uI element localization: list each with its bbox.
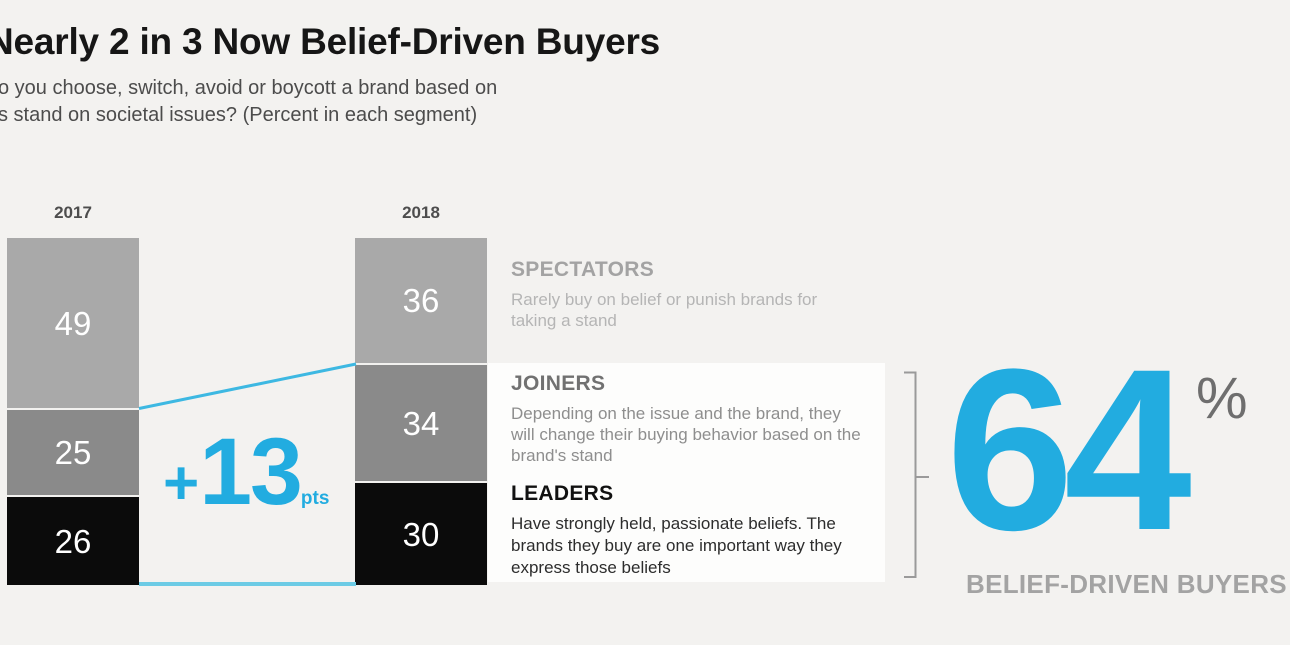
legend-description-joiners: Depending on the issue and the brand, th… <box>511 404 861 465</box>
segment-value-joiners-2017: 25 <box>54 434 92 471</box>
belief-driven-bracket <box>904 371 929 578</box>
legend-panel-background <box>488 363 885 582</box>
bar-segment-leaders-2017: 26 <box>7 495 139 585</box>
subtitle-line-2: s stand on societal issues? (Percent in … <box>0 104 478 126</box>
legend-spectators: SPECTATORS Rarely buy on belief or punis… <box>511 258 871 331</box>
label-year-2017: 2017 <box>54 203 92 222</box>
change-annotation: +13pts <box>163 425 329 520</box>
legend-title-joiners: JOINERS <box>511 372 606 395</box>
legend-title-spectators: SPECTATORS <box>511 258 655 281</box>
bar-segment-leaders-2018: 30 <box>355 481 487 585</box>
bar-segment-joiners-2017: 25 <box>7 408 139 495</box>
bar-segment-spectators-2018: 36 <box>355 238 487 363</box>
segment-value-leaders-2018: 30 <box>402 515 440 553</box>
legend-joiners: JOINERS Depending on the issue and the b… <box>511 372 871 466</box>
change-plus-sign: + <box>163 449 200 518</box>
stacked-bar-2018: 36 34 30 <box>355 238 487 585</box>
stacked-bar-2017: 49 25 26 <box>7 238 139 585</box>
change-unit: pts <box>300 488 330 509</box>
legend-description-spectators: Rarely buy on belief or punish brands fo… <box>511 290 818 330</box>
connector-line-top <box>138 362 357 410</box>
segment-value-spectators-2018: 36 <box>402 282 440 319</box>
subtitle-line-1: o you choose, switch, avoid or boycott a… <box>0 77 498 99</box>
segment-value-joiners-2018: 34 <box>402 404 440 442</box>
bar-segment-joiners-2018: 34 <box>355 363 487 481</box>
label-year-2018: 2018 <box>402 203 440 222</box>
summary-value: 64 <box>946 321 1192 578</box>
change-value: 13 <box>199 419 303 525</box>
summary-label: BELIEF-DRIVEN BUYERS <box>966 569 1287 599</box>
legend-leaders: LEADERS Have strongly held, passionate b… <box>511 482 871 579</box>
percent-sign: % <box>1196 366 1248 431</box>
page-title: Nearly 2 in 3 Now Belief-Driven Buyers <box>0 21 661 62</box>
bar-segment-spectators-2017: 49 <box>7 238 139 408</box>
segment-value-spectators-2017: 49 <box>54 304 92 342</box>
segment-value-leaders-2017: 26 <box>54 522 92 560</box>
legend-description-leaders: Have strongly held, passionate beliefs. … <box>511 514 842 577</box>
legend-title-leaders: LEADERS <box>511 482 614 505</box>
